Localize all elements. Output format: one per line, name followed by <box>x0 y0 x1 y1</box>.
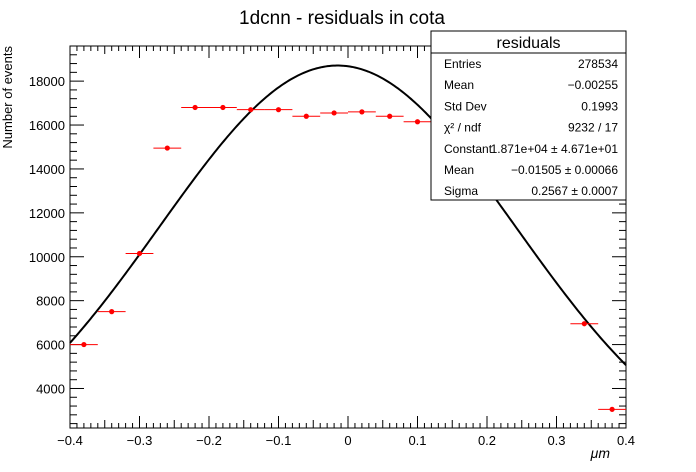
stats-row-label: Std Dev <box>444 99 487 113</box>
x-tick-label: −0.3 <box>127 433 153 448</box>
y-tick-label: 16000 <box>29 118 65 133</box>
data-point <box>375 113 404 119</box>
y-axis-label: Number of events <box>0 46 15 149</box>
chart-title: 1dcnn - residuals in cota <box>239 8 445 29</box>
data-point <box>70 341 98 348</box>
stats-row-label: Mean <box>444 78 474 92</box>
x-tick-label: −0.4 <box>57 433 83 448</box>
point-marker <box>164 145 170 151</box>
point-marker <box>331 110 337 116</box>
x-tick-label: −0.1 <box>266 433 292 448</box>
data-point <box>125 250 154 257</box>
point-marker <box>220 104 226 111</box>
data-point <box>598 406 626 412</box>
y-tick-label: 12000 <box>29 206 65 221</box>
x-tick-label: 0 <box>344 433 351 448</box>
data-point <box>153 145 182 151</box>
y-tick-label: 6000 <box>36 338 65 353</box>
point-marker <box>414 119 421 125</box>
fit-curve-layer <box>69 64 627 366</box>
stats-row-value: 1.871e+04 ± 4.671e+01 <box>491 142 619 156</box>
x-tick-label: −0.2 <box>196 433 222 448</box>
point-marker <box>581 321 587 327</box>
data-point <box>236 107 265 113</box>
data-point <box>181 104 209 111</box>
stats-row-label: Entries <box>444 57 481 71</box>
data-point <box>209 104 237 111</box>
point-marker <box>192 104 198 111</box>
stats-box-title: residuals <box>496 35 560 52</box>
stats-row-label: Sigma <box>444 184 478 198</box>
data-point <box>570 321 599 327</box>
y-tick-label: 10000 <box>29 250 65 265</box>
stats-row-value: 278534 <box>578 57 618 71</box>
fit-curve <box>69 64 627 366</box>
stats-row-label: Mean <box>444 163 474 177</box>
point-marker <box>359 109 365 115</box>
data-point <box>292 113 321 119</box>
point-marker <box>275 107 282 113</box>
data-point <box>320 110 348 116</box>
data-point <box>403 119 432 125</box>
y-tick-label: 14000 <box>29 162 65 177</box>
x-tick-label: 0.4 <box>617 433 635 448</box>
stats-row-label: χ² / ndf <box>444 121 482 135</box>
data-point <box>348 109 376 115</box>
y-tick-label: 8000 <box>36 294 65 309</box>
stats-row-label: Constant <box>444 142 493 156</box>
point-marker <box>609 406 615 412</box>
point-marker <box>303 113 309 119</box>
point-marker <box>81 341 87 348</box>
stats-box-frame <box>430 30 627 201</box>
stats-row-value: 0.1993 <box>581 99 618 113</box>
data-point <box>97 309 126 315</box>
stats-row-value: 9232 / 17 <box>568 121 618 135</box>
point-marker <box>248 107 254 113</box>
data-point <box>264 107 293 113</box>
stats-row-value: −0.00255 <box>568 78 619 92</box>
point-marker <box>387 113 393 119</box>
stats-row-value: −0.01505 ± 0.00066 <box>511 163 618 177</box>
x-axis-label: μm <box>590 445 611 461</box>
axes: −0.4 −0.3 −0.2 −0.1 0 0.1 0.2 0.3 0.4 4000 6000 800… <box>29 45 635 448</box>
stats-row-value: 0.2567 ± 0.0007 <box>531 184 618 198</box>
y-tick-label: 18000 <box>29 74 65 89</box>
x-tick-label: 0.3 <box>547 433 565 448</box>
stats-box: residuals Entries 278534 Mean −0.00255 Std De… <box>430 30 627 201</box>
y-tick-label: 4000 <box>36 381 65 396</box>
data-points-layer <box>70 104 626 412</box>
x-tick-label: 0.1 <box>408 433 426 448</box>
point-marker <box>109 309 115 315</box>
x-tick-label: 0.2 <box>478 433 496 448</box>
point-marker <box>136 250 143 257</box>
